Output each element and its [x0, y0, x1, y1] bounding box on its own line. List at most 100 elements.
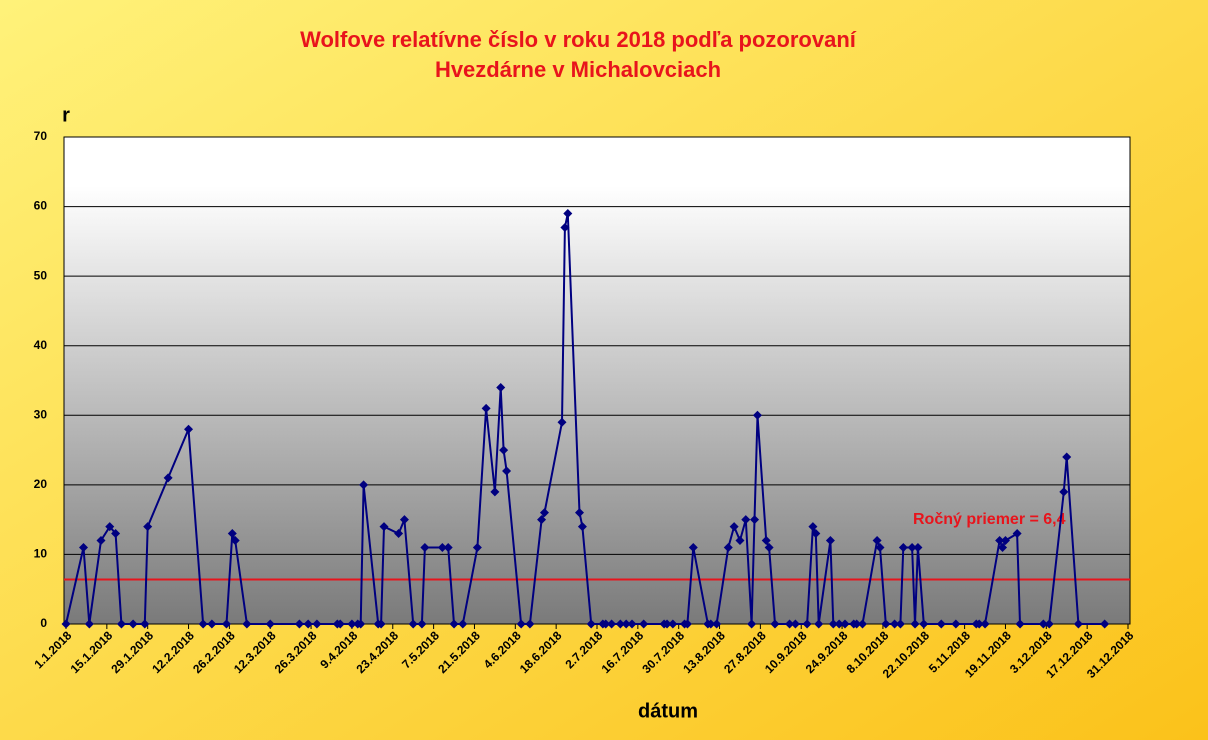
y-axis-label: r — [62, 104, 70, 126]
data-point — [105, 522, 115, 532]
data-point — [359, 480, 369, 490]
data-point — [639, 619, 649, 629]
data-point — [706, 619, 716, 629]
y-tick-label: 20 — [34, 477, 48, 491]
y-tick-label: 30 — [34, 407, 48, 421]
data-point — [1000, 536, 1010, 546]
data-point — [537, 515, 547, 525]
data-point — [490, 487, 500, 497]
chart-title: Wolfove relatívne číslo v roku 2018 podľ… — [300, 27, 857, 52]
data-point — [858, 619, 867, 629]
data-point — [437, 542, 447, 552]
data-point — [752, 410, 762, 420]
data-point — [688, 542, 698, 552]
data-point — [1044, 619, 1054, 629]
y-tick-label: 70 — [34, 129, 48, 143]
data-point — [496, 382, 506, 392]
data-point — [184, 424, 194, 434]
data-point — [420, 542, 430, 552]
data-point — [516, 619, 526, 629]
y-tick-label: 0 — [40, 616, 47, 630]
data-point — [741, 515, 751, 525]
data-point — [802, 619, 812, 629]
data-point — [1059, 487, 1069, 497]
data-point — [1062, 452, 1072, 462]
data-point — [140, 619, 150, 629]
data-point — [785, 619, 795, 629]
data-point — [481, 403, 491, 413]
data-point — [936, 619, 946, 629]
data-point — [811, 529, 821, 539]
data-point — [890, 619, 900, 629]
data-point — [539, 508, 549, 518]
data-point — [723, 542, 733, 552]
data-point — [265, 619, 275, 629]
data-point — [312, 619, 322, 629]
data-point — [230, 536, 240, 546]
data-point — [143, 522, 153, 532]
data-point — [84, 619, 94, 629]
data-point — [750, 515, 760, 525]
data-point — [872, 536, 882, 546]
data-point — [61, 619, 71, 629]
y-tick-label: 10 — [34, 547, 48, 561]
data-point — [577, 522, 587, 532]
data-point — [116, 619, 126, 629]
data-point — [913, 542, 923, 552]
data-point — [895, 619, 905, 629]
data-point — [761, 536, 771, 546]
data-point — [662, 619, 672, 629]
data-point — [198, 619, 208, 629]
data-point — [443, 542, 453, 552]
data-point — [1100, 619, 1110, 629]
data-point — [449, 619, 459, 629]
data-point — [499, 445, 509, 455]
data-point — [379, 522, 389, 532]
data-point — [417, 619, 427, 629]
data-point — [995, 536, 1005, 546]
data-point — [951, 619, 961, 629]
data-point — [974, 619, 984, 629]
data-point — [764, 542, 774, 552]
data-point — [910, 619, 920, 629]
data-point — [207, 619, 217, 629]
data-point — [712, 619, 722, 629]
data-point — [111, 529, 121, 539]
data-point — [621, 619, 631, 629]
data-point — [607, 619, 617, 629]
data-point — [376, 619, 386, 629]
data-point — [163, 473, 173, 483]
data-point — [408, 619, 418, 629]
data-point — [560, 222, 570, 232]
data-point — [735, 536, 745, 546]
data-point — [1073, 619, 1083, 629]
data-point — [668, 619, 678, 629]
data-point — [834, 619, 844, 629]
data-point — [770, 619, 780, 629]
data-point — [825, 536, 835, 546]
data-point — [1015, 619, 1025, 629]
data-point — [227, 529, 237, 539]
y-tick-label: 50 — [34, 268, 48, 282]
data-point — [682, 619, 692, 629]
data-point — [907, 542, 917, 552]
data-point — [1038, 619, 1048, 629]
data-point — [563, 209, 573, 219]
data-point — [79, 542, 89, 552]
data-point — [242, 619, 252, 629]
x-axis-label: dátum — [638, 700, 698, 722]
data-point — [790, 619, 800, 629]
data-point — [294, 619, 304, 629]
chart-subtitle: Hvezdárne v Michalovciach — [435, 57, 721, 82]
data-point — [881, 619, 891, 629]
data-point — [335, 619, 345, 629]
data-point — [729, 522, 739, 532]
data-point — [840, 619, 850, 629]
plot-area — [63, 136, 1131, 625]
data-point — [502, 466, 512, 476]
data-point — [221, 619, 231, 629]
data-point — [303, 619, 313, 629]
data-point — [574, 508, 584, 518]
data-point — [128, 619, 138, 629]
